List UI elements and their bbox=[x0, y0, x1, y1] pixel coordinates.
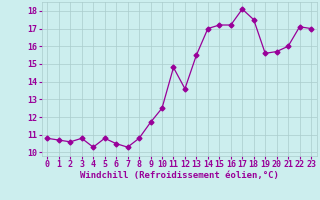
X-axis label: Windchill (Refroidissement éolien,°C): Windchill (Refroidissement éolien,°C) bbox=[80, 171, 279, 180]
